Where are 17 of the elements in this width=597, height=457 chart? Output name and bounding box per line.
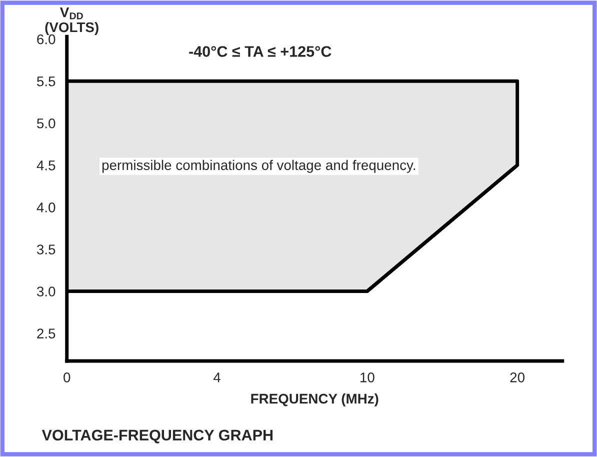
- x-tick-label: 0: [64, 372, 70, 382]
- x-axis-title: FREQUENCY (MHz): [251, 393, 378, 406]
- y-tick-label: 3.0: [36, 286, 56, 296]
- x-tick-label: 4: [213, 372, 220, 382]
- y-tick-label: 5.5: [37, 76, 56, 86]
- annotation: permissible combinations of voltage and frequency.: [102, 160, 416, 173]
- y-tick-label: 4.5: [36, 160, 56, 170]
- y-tick-label: 6.0: [37, 34, 56, 44]
- y-tick-label: 4.0: [36, 202, 56, 212]
- text: VOLTAGE-FREQUENCY GRAPH: [42, 430, 273, 444]
- chart-subtitle: -40°C ≤ TA ≤ +125°C: [189, 46, 332, 57]
- y-axis-title: V$_{DD}$ (VOLTS): [45, 8, 98, 35]
- x-tick-label: 10: [360, 372, 374, 382]
- x-tick-label: 20: [510, 372, 525, 382]
- y-tick-label: 5.0: [37, 118, 56, 128]
- y-tick-label: 2.5: [37, 328, 56, 338]
- y-tick-label: 3.5: [36, 244, 56, 254]
